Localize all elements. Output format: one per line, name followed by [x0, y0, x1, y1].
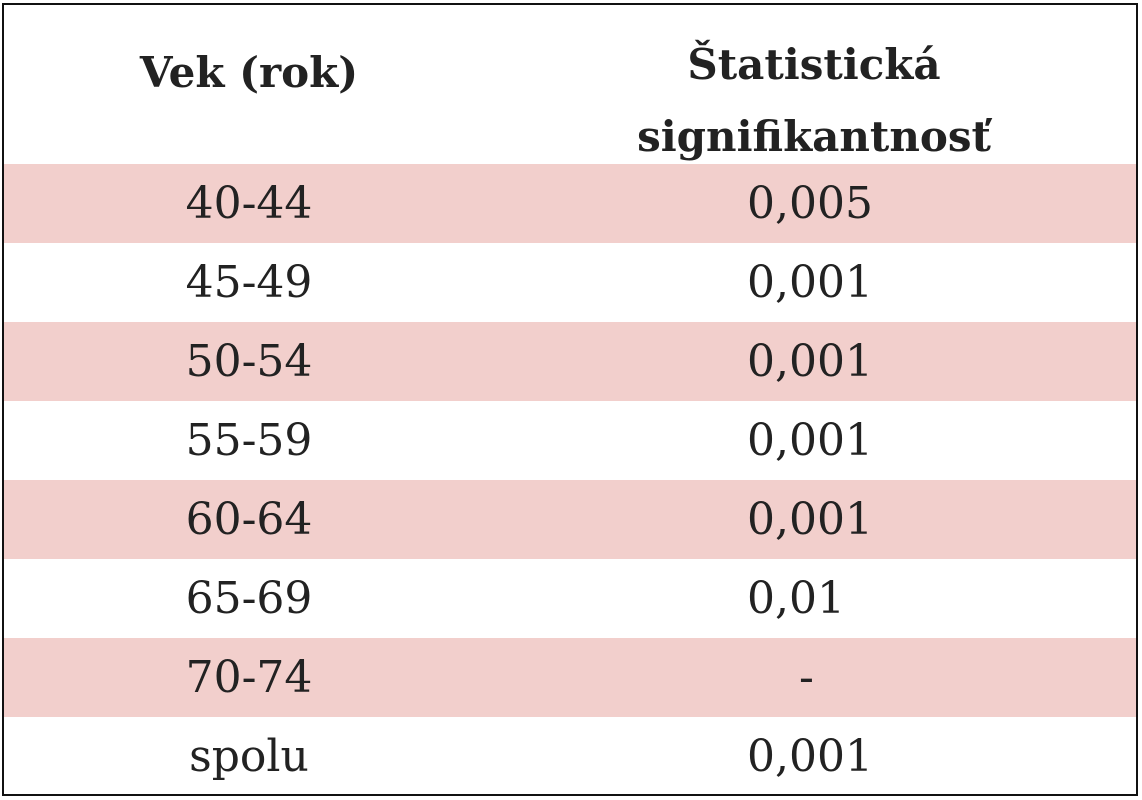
- cell: 55-59: [185, 415, 313, 466]
- cell: 50-54: [185, 336, 313, 387]
- table: Vek (rok) Štatistická signifikantnosť 40…: [2, 3, 1138, 796]
- cell: 0,001: [747, 336, 873, 387]
- table-row: 60-64 0,001: [4, 480, 1136, 559]
- table-row: 40-44 0,005: [4, 164, 1136, 243]
- cell: 70-74: [185, 652, 313, 703]
- cell: 0,001: [747, 415, 873, 466]
- cell: 0,001: [747, 257, 873, 308]
- cell: 0,005: [747, 178, 873, 229]
- table-header: Vek (rok) Štatistická signifikantnosť: [4, 5, 1136, 164]
- cell: -: [799, 652, 814, 703]
- cell: 0,001: [747, 494, 873, 545]
- header-cell: Vek (rok): [139, 48, 359, 97]
- cell: 0,001: [747, 731, 873, 782]
- cell: 65-69: [185, 573, 313, 624]
- table-row: 70-74 -: [4, 638, 1136, 717]
- table-row: 45-49 0,001: [4, 243, 1136, 322]
- table-row: spolu 0,001: [4, 717, 1136, 796]
- cell: 45-49: [185, 257, 313, 308]
- cell: 60-64: [185, 494, 313, 545]
- cell: 40-44: [185, 178, 313, 229]
- table-row: 65-69 0,01: [4, 559, 1136, 638]
- header-cell: Štatistická signifikantnosť: [637, 40, 991, 161]
- cell: spolu: [189, 731, 309, 782]
- table-row: 55-59 0,001: [4, 401, 1136, 480]
- table-row: 50-54 0,001: [4, 322, 1136, 401]
- cell: 0,01: [747, 573, 845, 624]
